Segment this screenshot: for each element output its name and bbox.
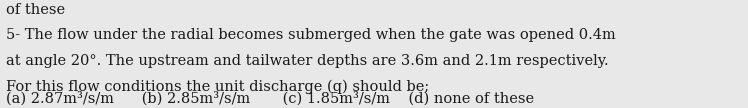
- Text: at angle 20°. The upstream and tailwater depths are 3.6m and 2.1m respectively.: at angle 20°. The upstream and tailwater…: [6, 54, 609, 68]
- Text: 5- The flow under the radial becomes submerged when the gate was opened 0.4m: 5- The flow under the radial becomes sub…: [6, 28, 616, 42]
- Text: (a) 2.87m³/s/m      (b) 2.85m³/s/m       (c) 1.85m³/s/m    (d) none of these: (a) 2.87m³/s/m (b) 2.85m³/s/m (c) 1.85m³…: [6, 91, 534, 106]
- Text: For this flow conditions the unit discharge (q) should be;: For this flow conditions the unit discha…: [6, 80, 429, 94]
- Text: of these: of these: [6, 3, 65, 17]
